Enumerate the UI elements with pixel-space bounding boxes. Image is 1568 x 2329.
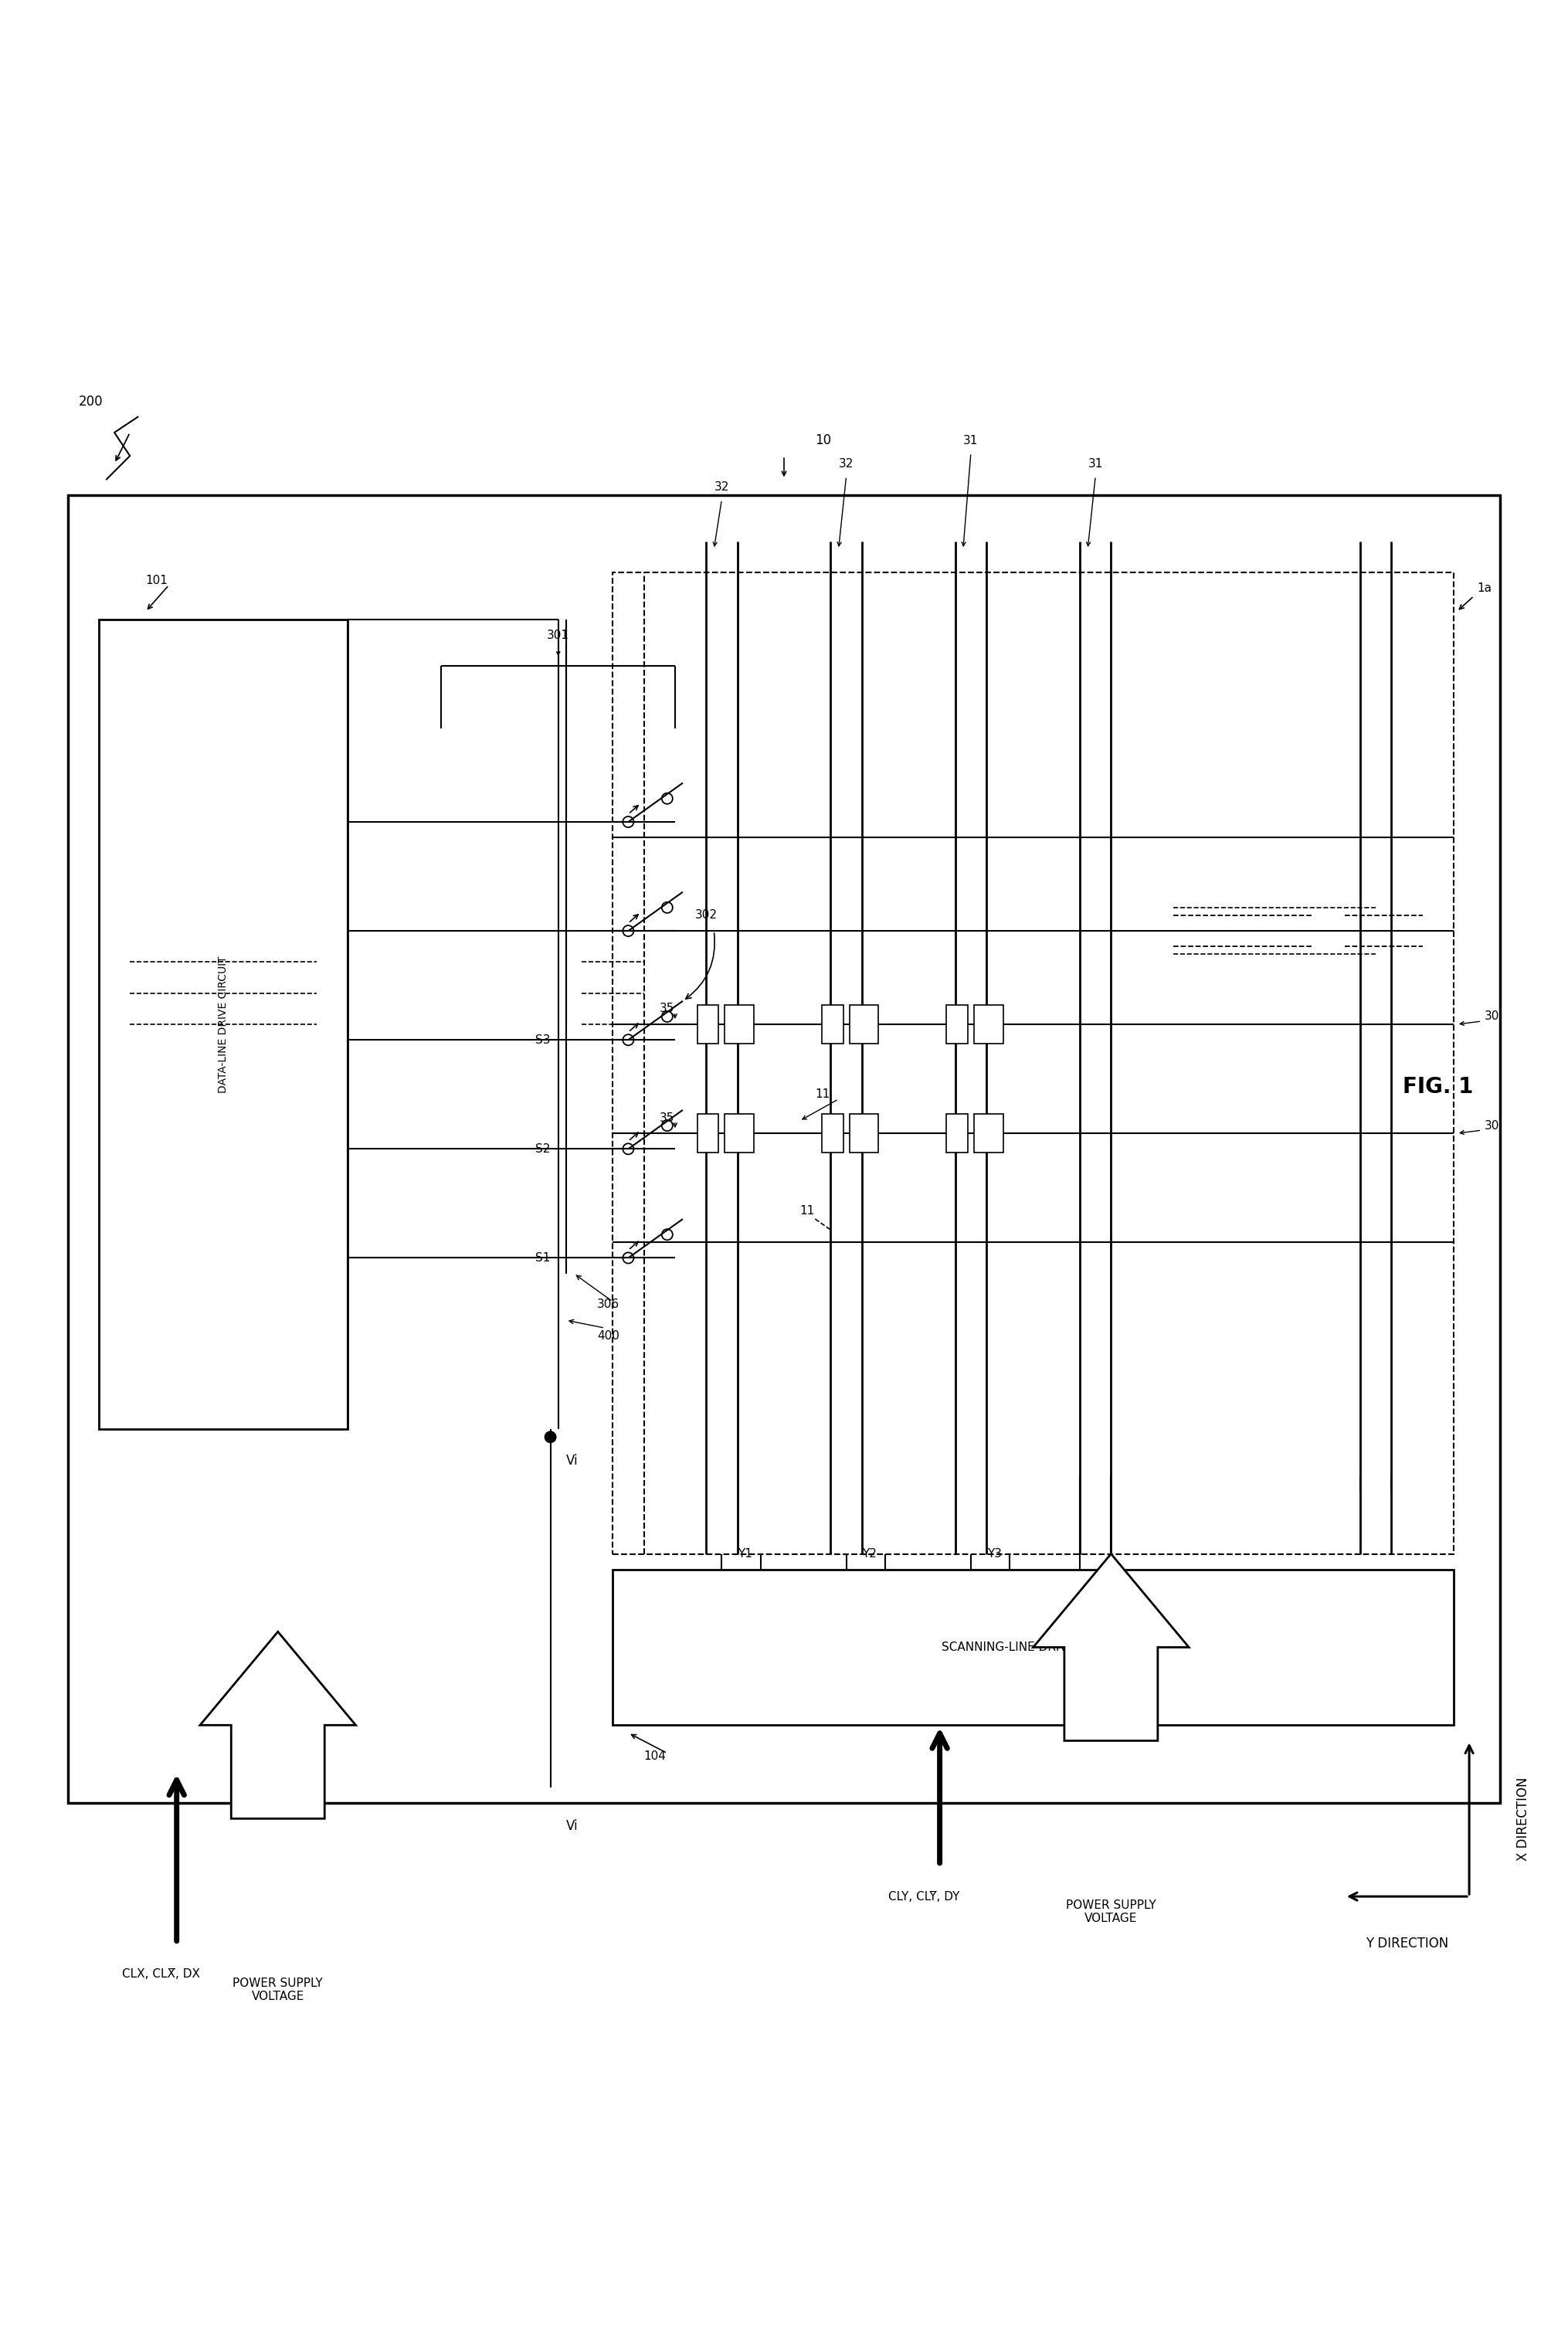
Text: 35: 35: [660, 1004, 674, 1015]
Text: 11: 11: [815, 1088, 829, 1099]
Text: 10: 10: [815, 433, 831, 447]
Text: 31: 31: [1088, 459, 1102, 470]
Bar: [947, 1113, 967, 1153]
Text: 32: 32: [715, 482, 729, 494]
Text: 30: 30: [1485, 1011, 1499, 1022]
Text: 101: 101: [146, 575, 168, 587]
Bar: [974, 1004, 1004, 1043]
Bar: [822, 1113, 844, 1153]
Text: Y2: Y2: [862, 1549, 877, 1560]
Bar: [613, 573, 1454, 1553]
Polygon shape: [201, 1633, 356, 1819]
Text: POWER SUPPLY
VOLTAGE: POWER SUPPLY VOLTAGE: [232, 1977, 323, 2003]
Bar: [613, 1570, 1454, 1726]
Text: 200: 200: [78, 394, 103, 408]
Bar: [698, 1113, 718, 1153]
Bar: [67, 494, 1501, 1803]
Bar: [822, 1004, 844, 1043]
Text: 30: 30: [1485, 1120, 1499, 1132]
Text: 306: 306: [597, 1300, 619, 1311]
Text: Y3: Y3: [986, 1549, 1002, 1560]
Polygon shape: [1033, 1553, 1189, 1740]
Text: 1a: 1a: [1477, 582, 1491, 594]
Text: S1: S1: [535, 1253, 550, 1265]
Text: 302: 302: [695, 911, 717, 920]
Text: Vi: Vi: [566, 1819, 579, 1833]
Bar: [724, 1113, 754, 1153]
Bar: [99, 620, 348, 1430]
Bar: [698, 1004, 718, 1043]
Text: DATA-LINE DRIVE CIRCUIT: DATA-LINE DRIVE CIRCUIT: [218, 955, 229, 1092]
Text: SCANNING-LINE DRIVE CIRCUIT: SCANNING-LINE DRIVE CIRCUIT: [941, 1642, 1126, 1654]
Bar: [724, 1004, 754, 1043]
Text: 32: 32: [839, 459, 853, 470]
Bar: [850, 1113, 878, 1153]
Text: POWER SUPPLY
VOLTAGE: POWER SUPPLY VOLTAGE: [1066, 1900, 1156, 1924]
Text: Y DIRECTION: Y DIRECTION: [1366, 1935, 1449, 1949]
Text: Vi: Vi: [566, 1453, 579, 1467]
Text: 104: 104: [644, 1751, 666, 1763]
Text: 31: 31: [963, 436, 978, 447]
Text: 400: 400: [597, 1330, 619, 1342]
Text: S3: S3: [535, 1034, 550, 1046]
Bar: [974, 1113, 1004, 1153]
Text: Y1: Y1: [739, 1549, 753, 1560]
Bar: [947, 1004, 967, 1043]
Text: S2: S2: [535, 1144, 550, 1155]
Circle shape: [546, 1432, 557, 1442]
Text: 35: 35: [660, 1111, 674, 1123]
Text: X DIRECTION: X DIRECTION: [1516, 1777, 1530, 1861]
Text: FIG. 1: FIG. 1: [1403, 1076, 1474, 1097]
Text: 11: 11: [800, 1206, 814, 1218]
Text: CLX, CLX̅, DX: CLX, CLX̅, DX: [122, 1968, 201, 1980]
Bar: [850, 1004, 878, 1043]
Text: CLY, CLY̅, DY: CLY, CLY̅, DY: [889, 1891, 960, 1903]
Text: 301: 301: [547, 629, 569, 640]
